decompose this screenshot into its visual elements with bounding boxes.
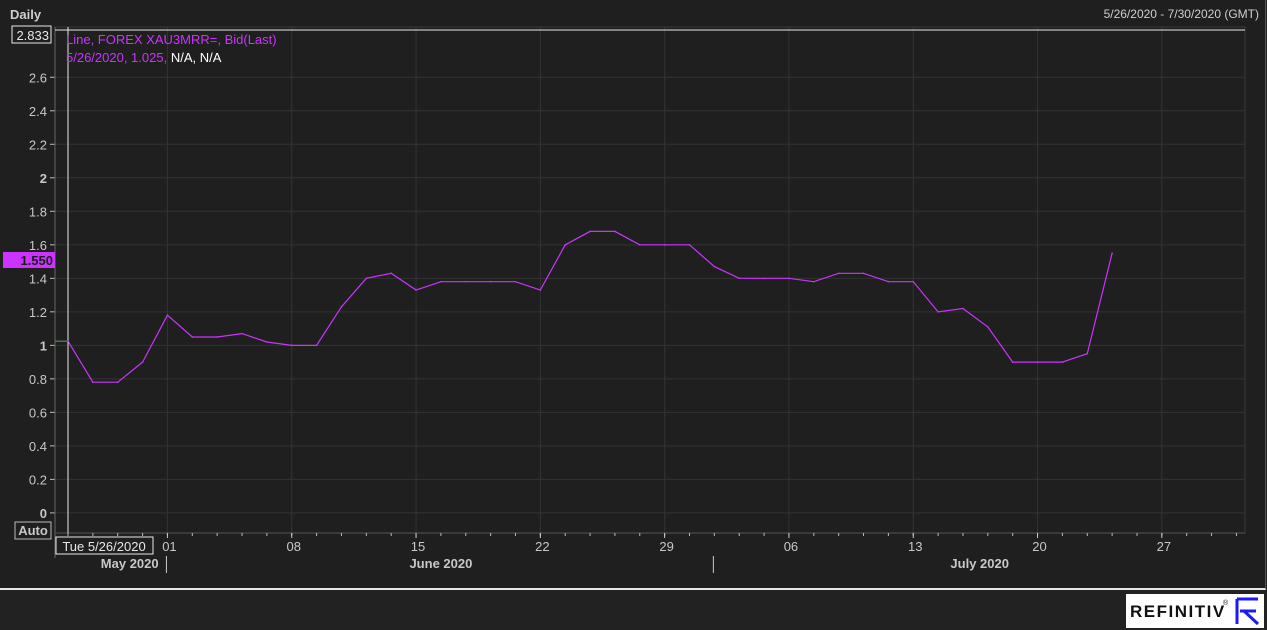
- data-point: [191, 336, 194, 338]
- data-point: [539, 289, 542, 291]
- data-point: [67, 340, 69, 342]
- data-point: [813, 280, 815, 283]
- refinitiv-r-icon: [1235, 597, 1260, 626]
- data-point: [962, 307, 964, 310]
- data-point: [1111, 252, 1113, 254]
- y-tick-label: 0.4: [29, 439, 47, 454]
- data-point: [564, 244, 566, 246]
- refinitiv-logo: REFINITIV ®: [1126, 594, 1264, 628]
- y-tick-label: 2.4: [29, 104, 47, 119]
- data-point: [390, 272, 392, 275]
- data-point: [166, 314, 169, 316]
- data-point: [116, 381, 119, 384]
- data-point: [738, 277, 741, 280]
- logo-text: REFINITIV: [1130, 602, 1226, 621]
- x-tick-label: 29: [659, 539, 673, 554]
- data-point: [1061, 361, 1064, 363]
- auto-scale-label[interactable]: Auto: [18, 523, 48, 538]
- data-point: [266, 341, 268, 343]
- auto-scale-button[interactable]: [14, 521, 52, 540]
- last-value-label: 1.550: [20, 253, 53, 268]
- data-point: [290, 344, 293, 347]
- data-point: [638, 244, 641, 246]
- x-tick-label: 13: [908, 539, 922, 554]
- data-point: [788, 277, 790, 280]
- data-point: [365, 277, 368, 280]
- data-point: [141, 361, 144, 363]
- x-tick-label: 20: [1032, 539, 1046, 554]
- x-tick-label: 01: [162, 539, 176, 554]
- data-point: [614, 230, 616, 233]
- legend-series: Line, FOREX XAU3MRR=, Bid(Last): [66, 32, 277, 47]
- y-tick-label: 0: [40, 506, 47, 521]
- last-value-badge: [3, 252, 55, 268]
- legend-values-plain: N/A, N/A: [167, 50, 222, 65]
- y-tick-label: 0.8: [29, 372, 47, 387]
- data-point: [1011, 361, 1014, 363]
- data-point: [663, 244, 666, 246]
- grid: [55, 27, 1245, 533]
- y-tick-label: 2.2: [29, 137, 47, 152]
- data-point: [862, 272, 865, 275]
- data-point: [912, 280, 915, 283]
- data-point: [514, 280, 517, 283]
- plot-frame: [54, 26, 1246, 534]
- data-point: [837, 272, 840, 275]
- data-point: [688, 244, 691, 246]
- data-point: [713, 265, 716, 268]
- month-label: May 2020: [101, 556, 159, 571]
- chart-panel: Daily 5/26/2020 - 7/30/2020 (GMT): [0, 0, 1266, 590]
- data-point: [589, 230, 591, 233]
- data-point: [340, 306, 343, 308]
- x-axis: 01 08 15 22 29 06 13 20 27 May 2020 June 2020 July …: [55, 532, 1245, 573]
- y-tick-label: 1.2: [29, 305, 47, 320]
- y-tick-label: 0.6: [29, 405, 47, 420]
- data-point: [464, 280, 467, 283]
- data-point: [216, 336, 218, 338]
- data-point: [987, 326, 989, 328]
- registered-mark: ®: [1223, 600, 1229, 607]
- x-tick-label: 08: [287, 539, 301, 554]
- y-tick-label: 1.6: [29, 238, 47, 253]
- y-tick-label: 2: [40, 171, 47, 186]
- y-tick-label: 1.4: [29, 271, 47, 286]
- x-tick-label: 22: [535, 539, 549, 554]
- x-tick-label: 15: [411, 539, 425, 554]
- series-line: [67, 230, 1113, 383]
- data-point: [415, 289, 417, 291]
- y-axis: 0 0.2 0.4 0.6 0.8 1 1.2 1.4 1.6 1.8 2 2.2 2.4 2.6: [29, 27, 56, 558]
- x-tick-label: 06: [784, 539, 798, 554]
- legend-values: 5/26/2020, 1.025, N/A, N/A: [66, 50, 222, 65]
- line-chart[interactable]: 00.20.40.60.811.21.41.61.822.22.42.6 01 0…: [0, 0, 1267, 590]
- data-point: [1086, 352, 1089, 355]
- month-label: July 2020: [950, 556, 1009, 571]
- data-point: [92, 381, 94, 384]
- month-label: June 2020: [409, 556, 472, 571]
- x-cursor-label: Tue 5/26/2020: [62, 539, 145, 554]
- data-point: [315, 344, 318, 347]
- period-label: Daily: [10, 7, 42, 22]
- y-tick-label: 2.6: [29, 70, 47, 85]
- legend-values-colored: 5/26/2020, 1.025,: [66, 50, 167, 65]
- date-range-label: 5/26/2020 - 7/30/2020 (GMT): [1103, 7, 1259, 21]
- y-tick-label: 1.8: [29, 204, 47, 219]
- x-tick-label: 27: [1157, 539, 1171, 554]
- data-point: [937, 311, 939, 313]
- y-tick-label: 0.2: [29, 472, 47, 487]
- data-point: [241, 332, 243, 335]
- data-point: [887, 280, 890, 283]
- data-point: [763, 277, 765, 280]
- data-point: [1036, 361, 1039, 363]
- y-cursor-box: [11, 25, 52, 44]
- y-tick-label: 1: [40, 338, 47, 353]
- data-point: [440, 280, 442, 283]
- x-cursor-box: [55, 536, 154, 555]
- data-point: [489, 280, 492, 283]
- y-cursor-label: 2.833: [16, 28, 49, 43]
